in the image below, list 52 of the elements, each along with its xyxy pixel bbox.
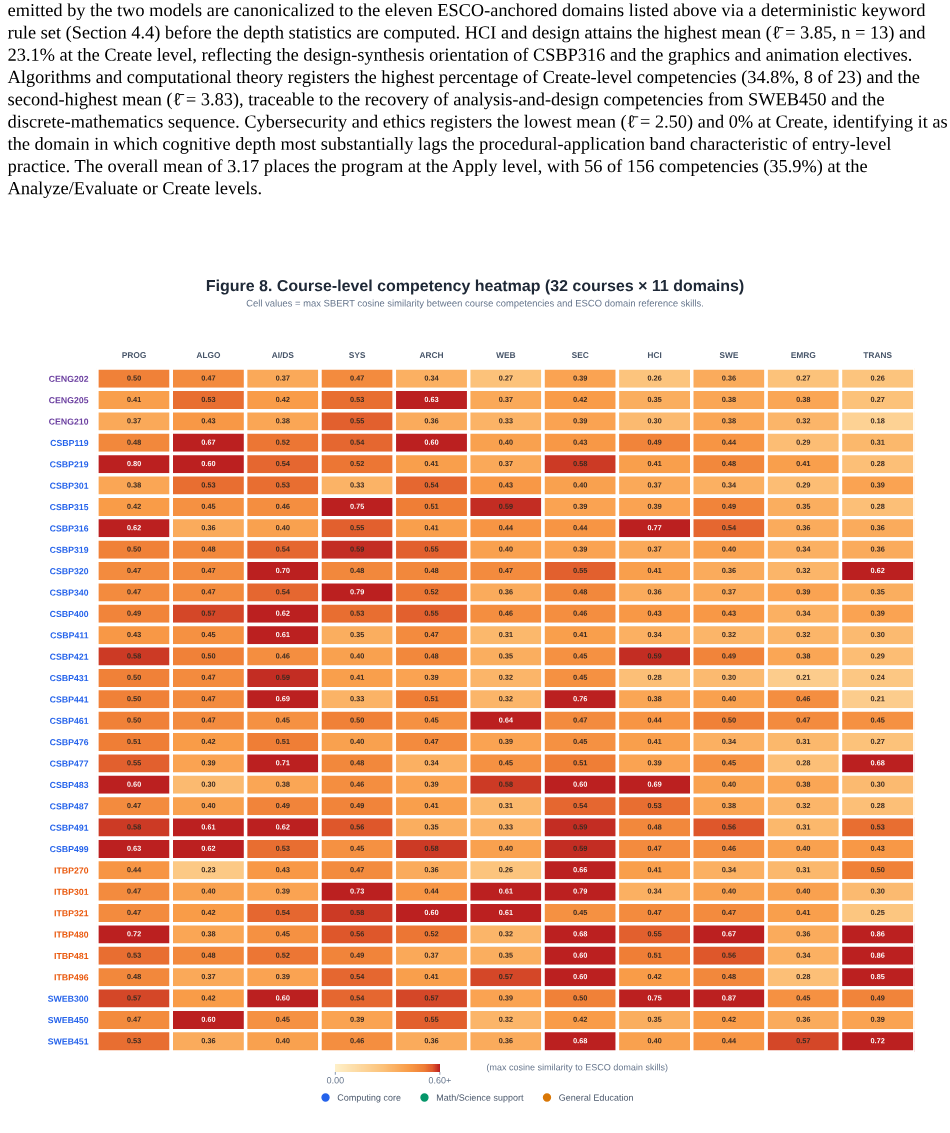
y-tick-label: CSBP499 bbox=[50, 846, 89, 853]
y-tick-label: CSBP441 bbox=[50, 696, 89, 703]
y-tick-label: CSBP491 bbox=[50, 824, 89, 831]
y-tick-label: CSBP461 bbox=[50, 717, 89, 724]
y-tick-label: CSBP319 bbox=[50, 546, 89, 553]
y-tick-label: CENG205 bbox=[49, 397, 89, 404]
x-tick-label: EMRG bbox=[791, 352, 816, 359]
y-tick-label: CSBP119 bbox=[50, 439, 89, 447]
x-tick-label: SWE bbox=[719, 352, 739, 359]
y-tick-label: CSBP400 bbox=[50, 610, 89, 618]
chart-title: Figure 8. Course-level competency heatmap (32 courses × 11 domains) bbox=[206, 279, 744, 295]
x-tick-label: AI/DS bbox=[271, 351, 294, 359]
legend-label: Computing core bbox=[337, 1094, 401, 1103]
y-tick-label: SWEB451 bbox=[47, 1038, 89, 1045]
y-tick-label: CSBP316 bbox=[50, 525, 89, 532]
y-tick-label: ITBP301 bbox=[54, 888, 89, 895]
color-bar-label: 0.60+ bbox=[428, 1077, 451, 1084]
text: emitted by the two models are canonicalized to the eleven ESCO-anchored domains listed above via a deterministic keyword rule set (Section 4.4) before the depth statistics are computed. HCI and design attains the highest mean (ℓ̄ = 3.85, n = 13) and 23.1% at the Create level, reflecting the design-synthesis orientation of CSBP316 and the graphics and animation electives. Algorithms and computational theory registers the highest percentage of Create-level competencies (34.8%, 8 of 23) and the second-highest mean (ℓ̄ = 3.83), traceable to the recovery of analysis-and-design competencies from SWEB450 and the discrete-mathematics sequence. Cybersecurity and ethics registers the lowest mean (ℓ̄ = 2.50) and 0% at Create, identifying it as the domain in which cognitive depth most substantially lags the procedural-application band characteristic of entry-level practice. The overall mean of 3.17 places the program at the Apply level, with 56 of 156 competencies (35.9%) at the Analyze/Evaluate or Create levels. bbox=[7, 3, 947, 199]
y-tick-label: CSBP301 bbox=[50, 482, 89, 489]
y-tick-label: SWEB450 bbox=[47, 1017, 89, 1024]
y-tick-label: CSBP219 bbox=[50, 461, 89, 468]
y-tick-label: CSBP431 bbox=[50, 675, 89, 682]
y-tick-label: ITBP270 bbox=[54, 867, 89, 874]
x-tick-label: SEC bbox=[571, 352, 589, 359]
legend-label: General Education bbox=[559, 1094, 633, 1101]
y-tick-label: CSBP315 bbox=[50, 504, 89, 511]
y-tick-label: CSBP476 bbox=[50, 739, 89, 746]
y-tick-label: ITBP481 bbox=[54, 952, 89, 960]
chart-subtitle: Cell values = max SBERT cosine similarity between course competencies and ESCO domain reference skills. bbox=[246, 299, 703, 309]
x-tick-label: WEB bbox=[496, 352, 516, 358]
y-tick-label: ITBP321 bbox=[54, 910, 89, 917]
color-bar-label: 0.00 bbox=[326, 1077, 344, 1084]
y-tick-label: CSBP487 bbox=[50, 803, 89, 810]
y-tick-label: CENG210 bbox=[49, 418, 89, 425]
y-tick-label: ITBP480 bbox=[54, 931, 89, 938]
x-tick-label: SYS bbox=[349, 352, 366, 359]
y-tick-label: CENG202 bbox=[49, 375, 89, 382]
y-tick-label: CSBP477 bbox=[50, 760, 89, 767]
x-tick-label: ALGO bbox=[196, 352, 221, 359]
legend-label: Math/Science support bbox=[436, 1094, 524, 1103]
y-tick-label: CSBP411 bbox=[50, 632, 89, 639]
y-tick-label: CSBP421 bbox=[50, 653, 89, 660]
color-bar-title: (max cosine similarity to ESCO domain skills) bbox=[486, 1063, 668, 1073]
y-tick-label: CSBP340 bbox=[50, 589, 89, 596]
x-tick-label: PROG bbox=[122, 352, 146, 359]
x-tick-label: ARCH bbox=[419, 352, 443, 359]
y-tick-label: CSBP483 bbox=[50, 781, 89, 789]
y-tick-label: ITBP496 bbox=[54, 974, 89, 981]
x-tick-label: HCI bbox=[647, 352, 662, 359]
y-tick-label: SWEB300 bbox=[47, 995, 89, 1002]
x-tick-label: TRANS bbox=[863, 352, 892, 359]
y-tick-label: CSBP320 bbox=[50, 568, 89, 575]
